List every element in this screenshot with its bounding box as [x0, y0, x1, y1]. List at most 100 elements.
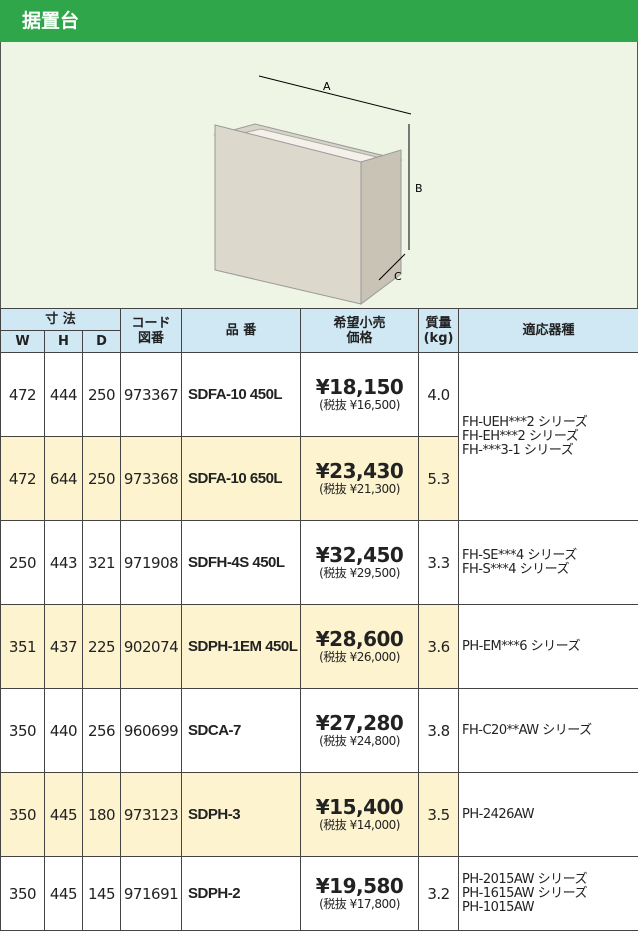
cell-model: SDFH-4S 450L	[182, 521, 301, 605]
cell-model: SDPH-1EM 450L	[182, 605, 301, 689]
header-code-1: コード	[132, 316, 171, 331]
cell-compat: PH-2426AW	[459, 773, 638, 857]
cell-code: 971691	[121, 857, 182, 931]
header-mass: 質量(kg)	[419, 309, 459, 353]
cell-h: 437	[45, 605, 83, 689]
price-excl-tax: (税抜 ¥24,800)	[301, 734, 418, 749]
cell-d: 225	[83, 605, 121, 689]
title-bar: 据置台	[0, 0, 638, 42]
cell-w: 350	[1, 773, 45, 857]
cell-price: ¥32,450(税抜 ¥29,500)	[301, 521, 419, 605]
cell-compat: PH-EM***6 シリーズ	[459, 605, 638, 689]
header-code: コード図番	[121, 309, 182, 353]
header-d: D	[83, 331, 121, 353]
cell-h: 445	[45, 773, 83, 857]
compat-line: FH-UEH***2 シリーズ	[462, 416, 638, 430]
price: ¥23,430	[301, 460, 418, 482]
cell-w: 351	[1, 605, 45, 689]
header-size: 寸 法	[1, 309, 121, 331]
price-excl-tax: (税抜 ¥17,800)	[301, 897, 418, 912]
cell-model: SDFA-10 450L	[182, 353, 301, 437]
cell-mass: 3.2	[419, 857, 459, 931]
price-excl-tax: (税抜 ¥29,500)	[301, 566, 418, 581]
figure: A B C	[0, 42, 638, 308]
compat-line: FH-C20**AW シリーズ	[462, 724, 638, 738]
cell-price: ¥27,280(税抜 ¥24,800)	[301, 689, 419, 773]
header-price-2: 価格	[347, 331, 373, 346]
cell-d: 256	[83, 689, 121, 773]
cell-code: 960699	[121, 689, 182, 773]
cell-code: 973367	[121, 353, 182, 437]
cell-code: 973123	[121, 773, 182, 857]
header-price-1: 希望小売	[334, 316, 386, 331]
price-excl-tax: (税抜 ¥16,500)	[301, 398, 418, 413]
cell-price: ¥23,430(税抜 ¥21,300)	[301, 437, 419, 521]
cell-w: 472	[1, 353, 45, 437]
price-excl-tax: (税抜 ¥26,000)	[301, 650, 418, 665]
compat-line: PH-1015AW	[462, 901, 638, 915]
cell-mass: 3.3	[419, 521, 459, 605]
cell-price: ¥28,600(税抜 ¥26,000)	[301, 605, 419, 689]
header-price: 希望小売価格	[301, 309, 419, 353]
cell-w: 250	[1, 521, 45, 605]
cell-d: 321	[83, 521, 121, 605]
cell-w: 350	[1, 689, 45, 773]
compat-line: FH-SE***4 シリーズ	[462, 549, 638, 563]
compat-line: PH-2426AW	[462, 808, 638, 822]
cell-h: 644	[45, 437, 83, 521]
cell-model: SDPH-2	[182, 857, 301, 931]
label-c: C	[394, 270, 402, 283]
price: ¥32,450	[301, 544, 418, 566]
compat-line: PH-2015AW シリーズ	[462, 873, 638, 887]
compat-line: FH-EH***2 シリーズ	[462, 430, 638, 444]
label-b: B	[415, 182, 423, 195]
cell-code: 973368	[121, 437, 182, 521]
header-mass-1: 質量	[426, 316, 452, 331]
cell-model: SDFA-10 650L	[182, 437, 301, 521]
cell-w: 350	[1, 857, 45, 931]
cell-w: 472	[1, 437, 45, 521]
cell-h: 440	[45, 689, 83, 773]
cell-model: SDPH-3	[182, 773, 301, 857]
cell-h: 443	[45, 521, 83, 605]
cell-price: ¥15,400(税抜 ¥14,000)	[301, 773, 419, 857]
cell-mass: 3.6	[419, 605, 459, 689]
cell-price: ¥19,580(税抜 ¥17,800)	[301, 857, 419, 931]
price: ¥15,400	[301, 796, 418, 818]
cell-mass: 4.0	[419, 353, 459, 437]
compat-line: FH-***3-1 シリーズ	[462, 444, 638, 458]
stand-drawing: A B C	[1, 42, 637, 308]
cell-d: 180	[83, 773, 121, 857]
header-code-2: 図番	[138, 331, 164, 346]
cell-d: 250	[83, 353, 121, 437]
cell-h: 444	[45, 353, 83, 437]
header-compat: 適応器種	[459, 309, 638, 353]
cell-d: 145	[83, 857, 121, 931]
price-excl-tax: (税抜 ¥21,300)	[301, 482, 418, 497]
cell-code: 902074	[121, 605, 182, 689]
price-excl-tax: (税抜 ¥14,000)	[301, 818, 418, 833]
cell-code: 971908	[121, 521, 182, 605]
header-mass-2: (kg)	[424, 331, 454, 346]
price: ¥28,600	[301, 628, 418, 650]
label-a: A	[323, 80, 331, 93]
cell-mass: 3.8	[419, 689, 459, 773]
compat-line: PH-1615AW シリーズ	[462, 887, 638, 901]
header-model: 品 番	[182, 309, 301, 353]
cell-price: ¥18,150(税抜 ¥16,500)	[301, 353, 419, 437]
price: ¥18,150	[301, 376, 418, 398]
header-w: W	[1, 331, 45, 353]
price: ¥19,580	[301, 875, 418, 897]
cell-compat: FH-C20**AW シリーズ	[459, 689, 638, 773]
